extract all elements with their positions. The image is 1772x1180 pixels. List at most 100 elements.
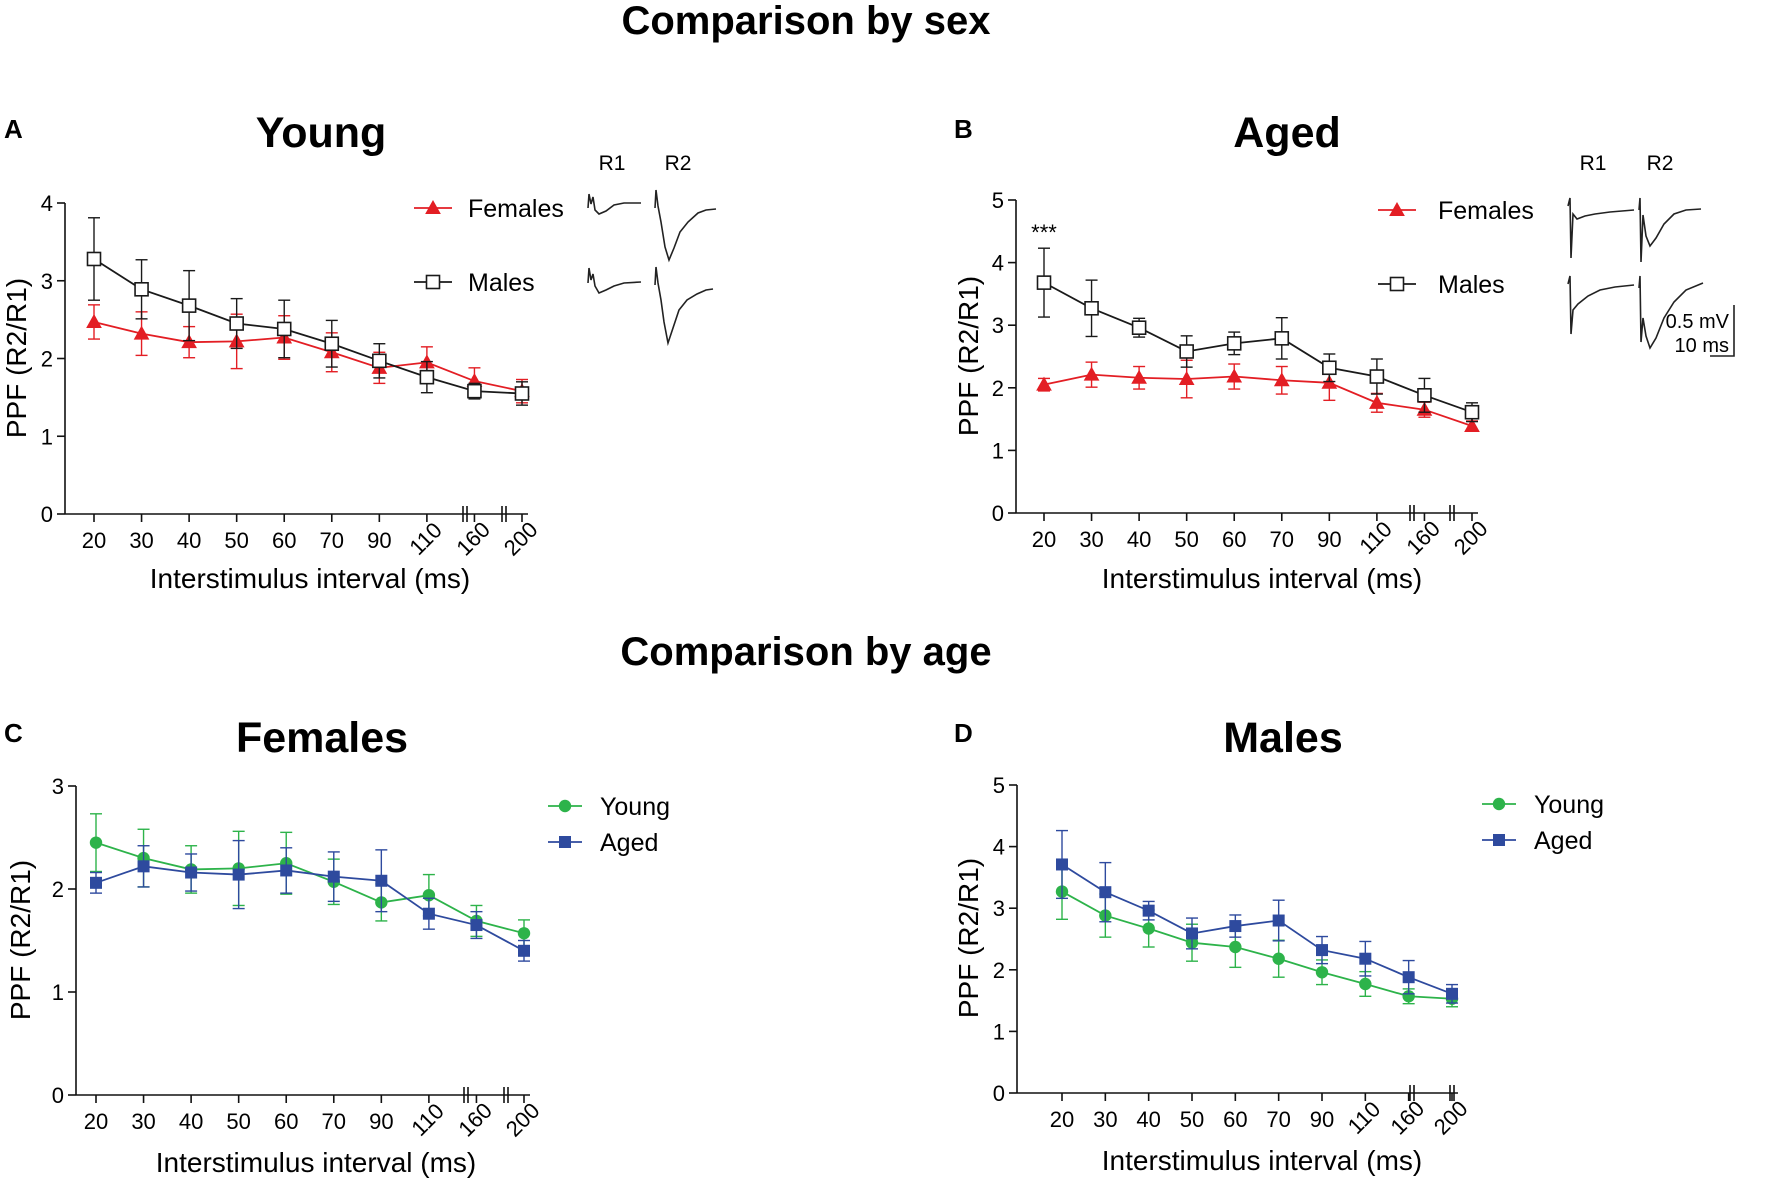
trace-label-r2: R2: [1647, 152, 1674, 175]
legend-entry: Young: [548, 793, 670, 821]
legend-entry: Aged: [548, 829, 658, 857]
y-tick-label: 4: [41, 191, 53, 216]
y-tick-label: 5: [992, 188, 1004, 213]
x-axis-label: Interstimulus interval (ms): [1102, 563, 1423, 594]
series-line: [95, 865, 525, 952]
y-tick-label: 0: [52, 1083, 64, 1108]
x-tick-label: 70: [1266, 1107, 1290, 1132]
marker-open-square: [372, 353, 387, 369]
trace-female-r2: [654, 189, 717, 263]
x-tick-label: 50: [1180, 1107, 1204, 1132]
y-tick-label: 2: [41, 347, 53, 372]
marker-open-square: [1179, 344, 1194, 359]
trace-male-r1: [1567, 275, 1635, 335]
marker-open-square: [1322, 360, 1337, 376]
marker-open-square: [1036, 275, 1052, 290]
marker-square: [1272, 914, 1285, 927]
y-tick-label: 5: [993, 773, 1005, 798]
marker-square: [280, 864, 293, 877]
marker-triangle: [1131, 369, 1147, 384]
x-tick-label: 30: [1093, 1107, 1117, 1132]
panel-title: Young: [256, 109, 387, 157]
x-axis-label: Interstimulus interval (ms): [150, 563, 471, 594]
x-tick-label: 20: [82, 528, 106, 553]
scale-time-label: 10 ms: [1675, 335, 1729, 357]
x-tick-label: 90: [1317, 527, 1341, 552]
marker-square: [1142, 904, 1155, 917]
y-tick-label: 0: [992, 501, 1004, 526]
marker-open-square: [229, 316, 244, 331]
marker-triangle: [1036, 376, 1052, 391]
y-tick-label: 0: [993, 1081, 1005, 1106]
series-males: [1036, 247, 1480, 423]
marker-square: [185, 866, 198, 879]
section-title-age: Comparison by age: [620, 630, 991, 674]
series-line: [93, 258, 523, 395]
trace-female-r1: [587, 193, 641, 215]
x-tick-label: 40: [177, 528, 201, 553]
marker-circle: [517, 927, 531, 940]
marker-open-square: [514, 386, 530, 401]
x-tick-label: 30: [1079, 527, 1103, 552]
trace-female-r2: [1638, 197, 1702, 263]
x-tick-label: 60: [274, 1109, 298, 1134]
x-tick-label: 20: [84, 1109, 108, 1134]
marker-open-square: [1084, 300, 1099, 316]
y-axis-label: PPF (R2/R1): [1, 278, 32, 438]
marker-square: [1402, 971, 1415, 984]
marker-square: [1493, 834, 1505, 846]
marker-square: [1359, 952, 1372, 965]
marker-square: [559, 836, 571, 848]
trace-male-r1: [587, 267, 642, 295]
marker-open-square: [181, 298, 197, 313]
marker-circle: [1359, 977, 1372, 991]
scale-bar: [1710, 305, 1735, 357]
x-tick-label: 20: [1032, 527, 1056, 552]
x-tick-label: 90: [369, 1109, 393, 1134]
y-tick-label: 4: [992, 251, 1004, 276]
trace-label-r1: R1: [599, 152, 626, 175]
panel-title: Females: [236, 714, 408, 762]
series-aged: [90, 839, 530, 962]
x-tick-label: 60: [272, 528, 296, 553]
marker-circle: [1315, 966, 1329, 979]
y-tick-label: 2: [52, 877, 64, 902]
legend-entry: Young: [1482, 791, 1604, 819]
legend-label: Young: [600, 793, 670, 821]
x-tick-label: 40: [179, 1109, 203, 1134]
marker-open-square: [134, 282, 149, 297]
series-line: [93, 321, 523, 393]
x-tick-label: 20: [1050, 1107, 1074, 1132]
trace-male-r2: [654, 266, 714, 347]
marker-square: [1316, 944, 1328, 957]
legend-label: Young: [1534, 791, 1604, 819]
marker-open-square: [1389, 276, 1405, 292]
marker-square: [327, 870, 340, 883]
marker-triangle: [1389, 201, 1405, 216]
legend-entry: Males: [1378, 271, 1505, 299]
series-line: [1061, 863, 1453, 995]
legend-label: Aged: [600, 829, 658, 857]
marker-square: [232, 868, 245, 881]
legend-entry: Aged: [1482, 827, 1592, 855]
marker-triangle: [1178, 371, 1195, 386]
scale-voltage-label: 0.5 mV: [1666, 311, 1730, 333]
y-tick-label: 2: [993, 958, 1005, 983]
marker-triangle: [1083, 366, 1100, 381]
x-tick-label: 60: [1222, 527, 1246, 552]
trace-inset-b: R1 R2 0.5 mV 10 ms: [1567, 152, 1735, 357]
y-tick-label: 3: [992, 313, 1004, 338]
x-axis-label: Interstimulus interval (ms): [1102, 1145, 1423, 1176]
trace-female-r1: [1567, 197, 1635, 259]
x-tick-label: 40: [1127, 527, 1151, 552]
x-tick-label: 30: [131, 1109, 155, 1134]
marker-triangle: [425, 199, 441, 214]
marker-square: [137, 860, 150, 873]
marker-triangle: [1226, 368, 1243, 383]
marker-triangle: [1369, 394, 1385, 409]
y-axis-label: PPF (R2/R1): [953, 858, 984, 1018]
legend-label: Aged: [1534, 827, 1592, 855]
x-axis-label: Interstimulus interval (ms): [156, 1147, 477, 1178]
y-tick-label: 1: [992, 438, 1004, 463]
